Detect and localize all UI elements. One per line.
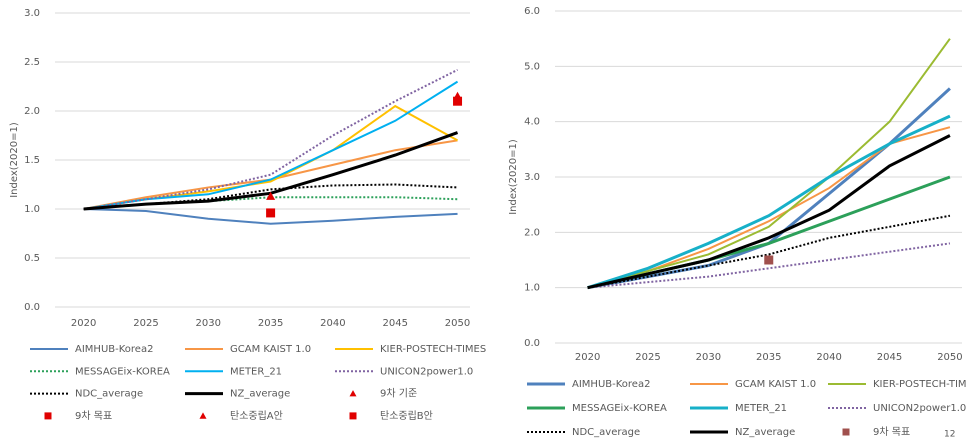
- legend-label: NZ_average: [230, 389, 290, 400]
- y-tick-label: 1.0: [24, 204, 40, 215]
- legend-label: KIER-POSTECH-TIMES: [873, 379, 967, 390]
- marker-square: [44, 412, 52, 420]
- series-line: [587, 114, 951, 290]
- y-axis-label: Index(2020=1): [508, 139, 519, 215]
- x-tick-label: 2025: [133, 318, 158, 329]
- y-tick-label: 2.0: [24, 106, 40, 117]
- legend-label: GCAM KAIST 1.0: [735, 379, 816, 390]
- series-line: [83, 208, 458, 225]
- marker-square: [349, 412, 357, 420]
- marker-square: [764, 255, 774, 265]
- legend-label: 9차 기준: [380, 388, 417, 400]
- marker-square: [453, 96, 463, 106]
- legend-label: KIER-POSTECH-TIMES: [380, 344, 486, 355]
- legend-label: NDC_average: [572, 427, 640, 438]
- legend-label: METER_21: [230, 366, 282, 377]
- marker-triangle: [349, 390, 357, 397]
- x-tick-label: 2030: [196, 318, 221, 329]
- series-line: [587, 214, 951, 289]
- page-number: 12: [944, 430, 955, 440]
- legend-label: AIMHUB-Korea2: [75, 344, 153, 355]
- y-tick-label: 6.0: [524, 6, 540, 17]
- x-tick-label: 2040: [816, 352, 841, 363]
- series-line: [83, 80, 459, 210]
- series-line: [83, 183, 458, 210]
- legend-label: NZ_average: [735, 427, 795, 438]
- legend-label: GCAM KAIST 1.0: [230, 344, 311, 355]
- y-tick-label: 0.0: [24, 302, 40, 313]
- series-line: [587, 134, 951, 290]
- series-line: [587, 38, 951, 289]
- y-tick-label: 2.0: [524, 227, 540, 238]
- y-tick-label: 3.0: [524, 172, 540, 183]
- legend-label: MESSAGEix-KOREA: [572, 403, 667, 414]
- y-tick-label: 1.5: [24, 155, 40, 166]
- legend-label: UNICON2power1.0: [380, 366, 473, 377]
- x-tick-label: 2050: [445, 318, 470, 329]
- y-tick-label: 4.0: [524, 117, 540, 128]
- legend-label: AIMHUB-Korea2: [572, 379, 650, 390]
- x-tick-label: 2045: [382, 318, 407, 329]
- x-tick-label: 2020: [71, 318, 96, 329]
- marker-triangle: [199, 412, 207, 419]
- legend-label: UNICON2power1.0: [873, 403, 966, 414]
- x-tick-label: 2025: [635, 352, 660, 363]
- legend-label: NDC_average: [75, 389, 143, 400]
- y-tick-label: 1.0: [524, 283, 540, 294]
- x-tick-label: 2050: [937, 352, 962, 363]
- series-line: [587, 242, 951, 289]
- y-axis-label: Index(2020=1): [9, 122, 20, 198]
- legend-label: 9차 목표: [75, 410, 112, 422]
- x-tick-label: 2035: [756, 352, 781, 363]
- series-line: [83, 68, 458, 210]
- legend-label: 탄소중립B안: [380, 409, 433, 422]
- y-tick-label: 0.5: [24, 253, 40, 264]
- marker-triangle: [266, 191, 276, 200]
- y-tick-label: 2.5: [24, 57, 40, 68]
- marker-square: [266, 208, 276, 218]
- y-tick-label: 5.0: [524, 61, 540, 72]
- x-tick-label: 2035: [258, 318, 283, 329]
- x-tick-label: 2030: [696, 352, 721, 363]
- legend-label: METER_21: [735, 403, 787, 414]
- y-tick-label: 0.0: [524, 338, 540, 349]
- legend-label: 탄소중립A안: [230, 409, 283, 422]
- marker-square: [842, 428, 850, 436]
- legend-label: MESSAGEix-KOREA: [75, 366, 170, 377]
- x-tick-label: 2020: [575, 352, 600, 363]
- x-tick-label: 2040: [320, 318, 345, 329]
- legend-label: 9차 목표: [873, 426, 910, 438]
- x-tick-label: 2045: [877, 352, 902, 363]
- y-tick-label: 3.0: [24, 8, 40, 19]
